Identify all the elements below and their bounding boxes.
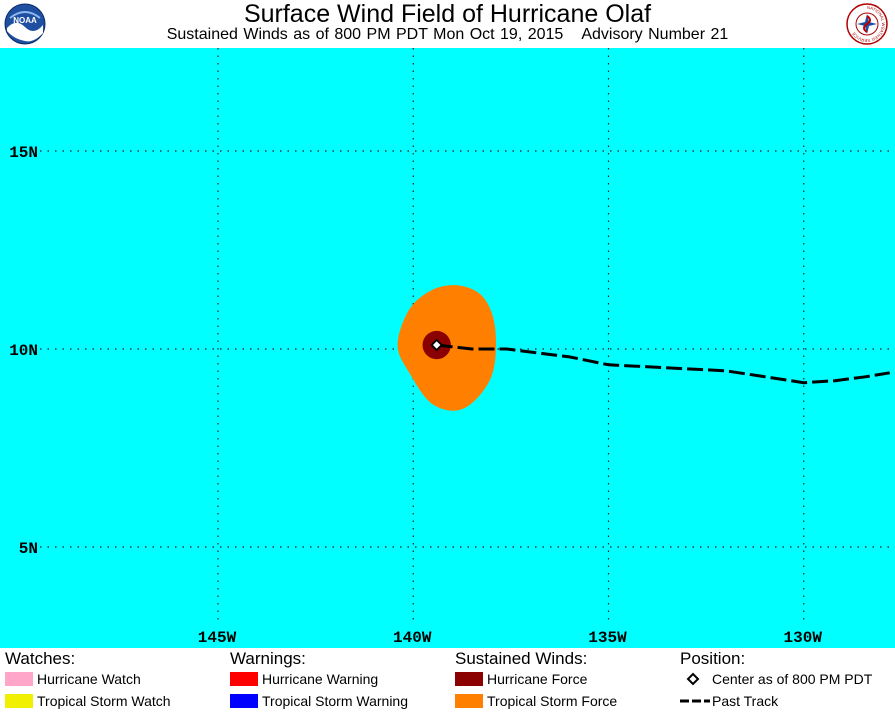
- track-layer: [430, 338, 890, 385]
- dashed-line-icon: [680, 699, 710, 703]
- past-track-line: [436, 343, 890, 385]
- legend-warnings-heading: Warnings:: [230, 649, 306, 668]
- nws-logo-icon: NATIONAL WEATHER SERVICE: [846, 3, 888, 45]
- legend-position-heading: Position:: [680, 649, 746, 668]
- noaa-logo-icon: NOAA: [4, 3, 46, 45]
- legend-label: Hurricane Watch: [37, 671, 141, 687]
- subtitle-time: Sustained Winds as of 800 PM PDT Mon Oct…: [166, 26, 564, 43]
- page-title: Surface Wind Field of Hurricane Olaf: [243, 0, 652, 28]
- lon-label: 145W: [198, 629, 237, 647]
- diamond-icon: [686, 672, 700, 686]
- hurricane-warning-swatch: [230, 672, 258, 686]
- legend-label: Tropical Storm Warning: [262, 693, 409, 709]
- legend-label: Tropical Storm Force: [487, 693, 618, 709]
- legend-label: Center as of 800 PM PDT: [712, 671, 873, 687]
- wind-field-map: 15N 10N 5N 145W 140W 135W 130W: [0, 48, 895, 648]
- legend-label: Hurricane Force: [487, 671, 588, 687]
- legend-watches-heading: Watches:: [5, 649, 76, 668]
- legend-past-track: Past Track: [680, 692, 890, 710]
- legend-label: Hurricane Warning: [262, 671, 379, 687]
- hurricane-watch-swatch: [5, 672, 33, 686]
- tropical-storm-force-swatch: [455, 694, 483, 708]
- lat-label: 10N: [9, 342, 38, 360]
- legend-tropical-storm-warning: Tropical Storm Warning: [230, 692, 450, 710]
- legend: Watches: Hurricane Watch Tropical Storm …: [0, 648, 895, 716]
- legend-hurricane-force: Hurricane Force: [455, 670, 675, 688]
- header: NOAA Surface Wind Field of Hurricane Ola…: [0, 0, 895, 48]
- subtitle-advisory: Advisory Number 21: [581, 26, 729, 43]
- lat-label: 15N: [9, 144, 38, 162]
- legend-hurricane-warning: Hurricane Warning: [230, 670, 450, 688]
- storm-center-marker: [430, 338, 443, 352]
- grid-labels: 15N 10N 5N 145W 140W 135W 130W: [9, 144, 822, 647]
- legend-tropical-storm-force: Tropical Storm Force: [455, 692, 675, 710]
- noaa-logo-text: NOAA: [13, 16, 37, 25]
- legend-hurricane-watch: Hurricane Watch: [5, 670, 225, 688]
- legend-label: Past Track: [712, 693, 779, 709]
- page-subtitle: Sustained Winds as of 800 PM PDT Mon Oct…: [0, 25, 895, 45]
- lon-label: 140W: [393, 629, 432, 647]
- tropical-storm-watch-swatch: [5, 694, 33, 708]
- legend-tropical-storm-watch: Tropical Storm Watch: [5, 692, 225, 710]
- tropical-storm-warning-swatch: [230, 694, 258, 708]
- lat-label: 5N: [19, 540, 38, 558]
- legend-label: Tropical Storm Watch: [37, 693, 171, 709]
- legend-winds-heading: Sustained Winds:: [455, 649, 588, 668]
- lon-label: 130W: [784, 629, 823, 647]
- lon-label: 135W: [588, 629, 627, 647]
- hurricane-force-swatch: [455, 672, 483, 686]
- legend-center-position: Center as of 800 PM PDT: [680, 670, 890, 688]
